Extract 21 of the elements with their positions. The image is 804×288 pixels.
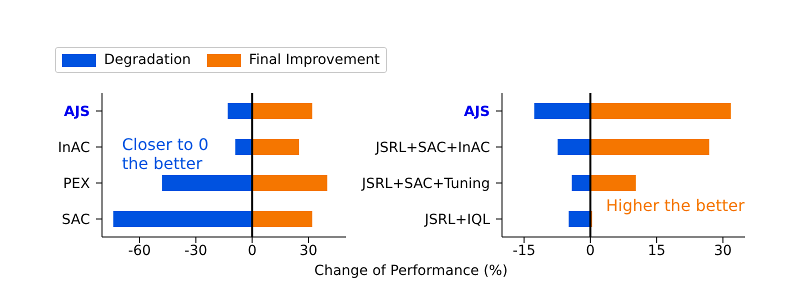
y-tick-label: JSRL+SAC+InAC [374, 140, 490, 156]
x-axis-title: Change of Performance (%) [313, 263, 509, 279]
x-tick-label: -15 [512, 242, 536, 259]
x-tick-label: 0 [586, 242, 595, 259]
annotation: Higher the better [606, 196, 745, 215]
legend-label: Final Improvement [248, 52, 380, 68]
y-tick-label: SAC [62, 212, 90, 228]
y-tick-label: PEX [63, 176, 90, 192]
y-tick-label: InAC [58, 140, 90, 156]
x-tick-label: 0 [248, 242, 257, 259]
y-tick-label: JSRL+SAC+Tuning [360, 176, 490, 192]
annotation: Closer to 0 the better [122, 135, 209, 173]
x-tick-label: -60 [128, 242, 151, 259]
y-tick-label: AJS [64, 104, 90, 120]
legend-label: Degradation [104, 52, 191, 68]
y-tick-label: AJS [464, 104, 490, 120]
y-tick-label: JSRL+IQL [424, 212, 490, 228]
x-tick-label: -30 [184, 242, 208, 259]
x-tick-label: 30 [714, 242, 732, 259]
x-tick-label: 30 [300, 242, 318, 259]
x-tick-label: 15 [648, 242, 666, 259]
